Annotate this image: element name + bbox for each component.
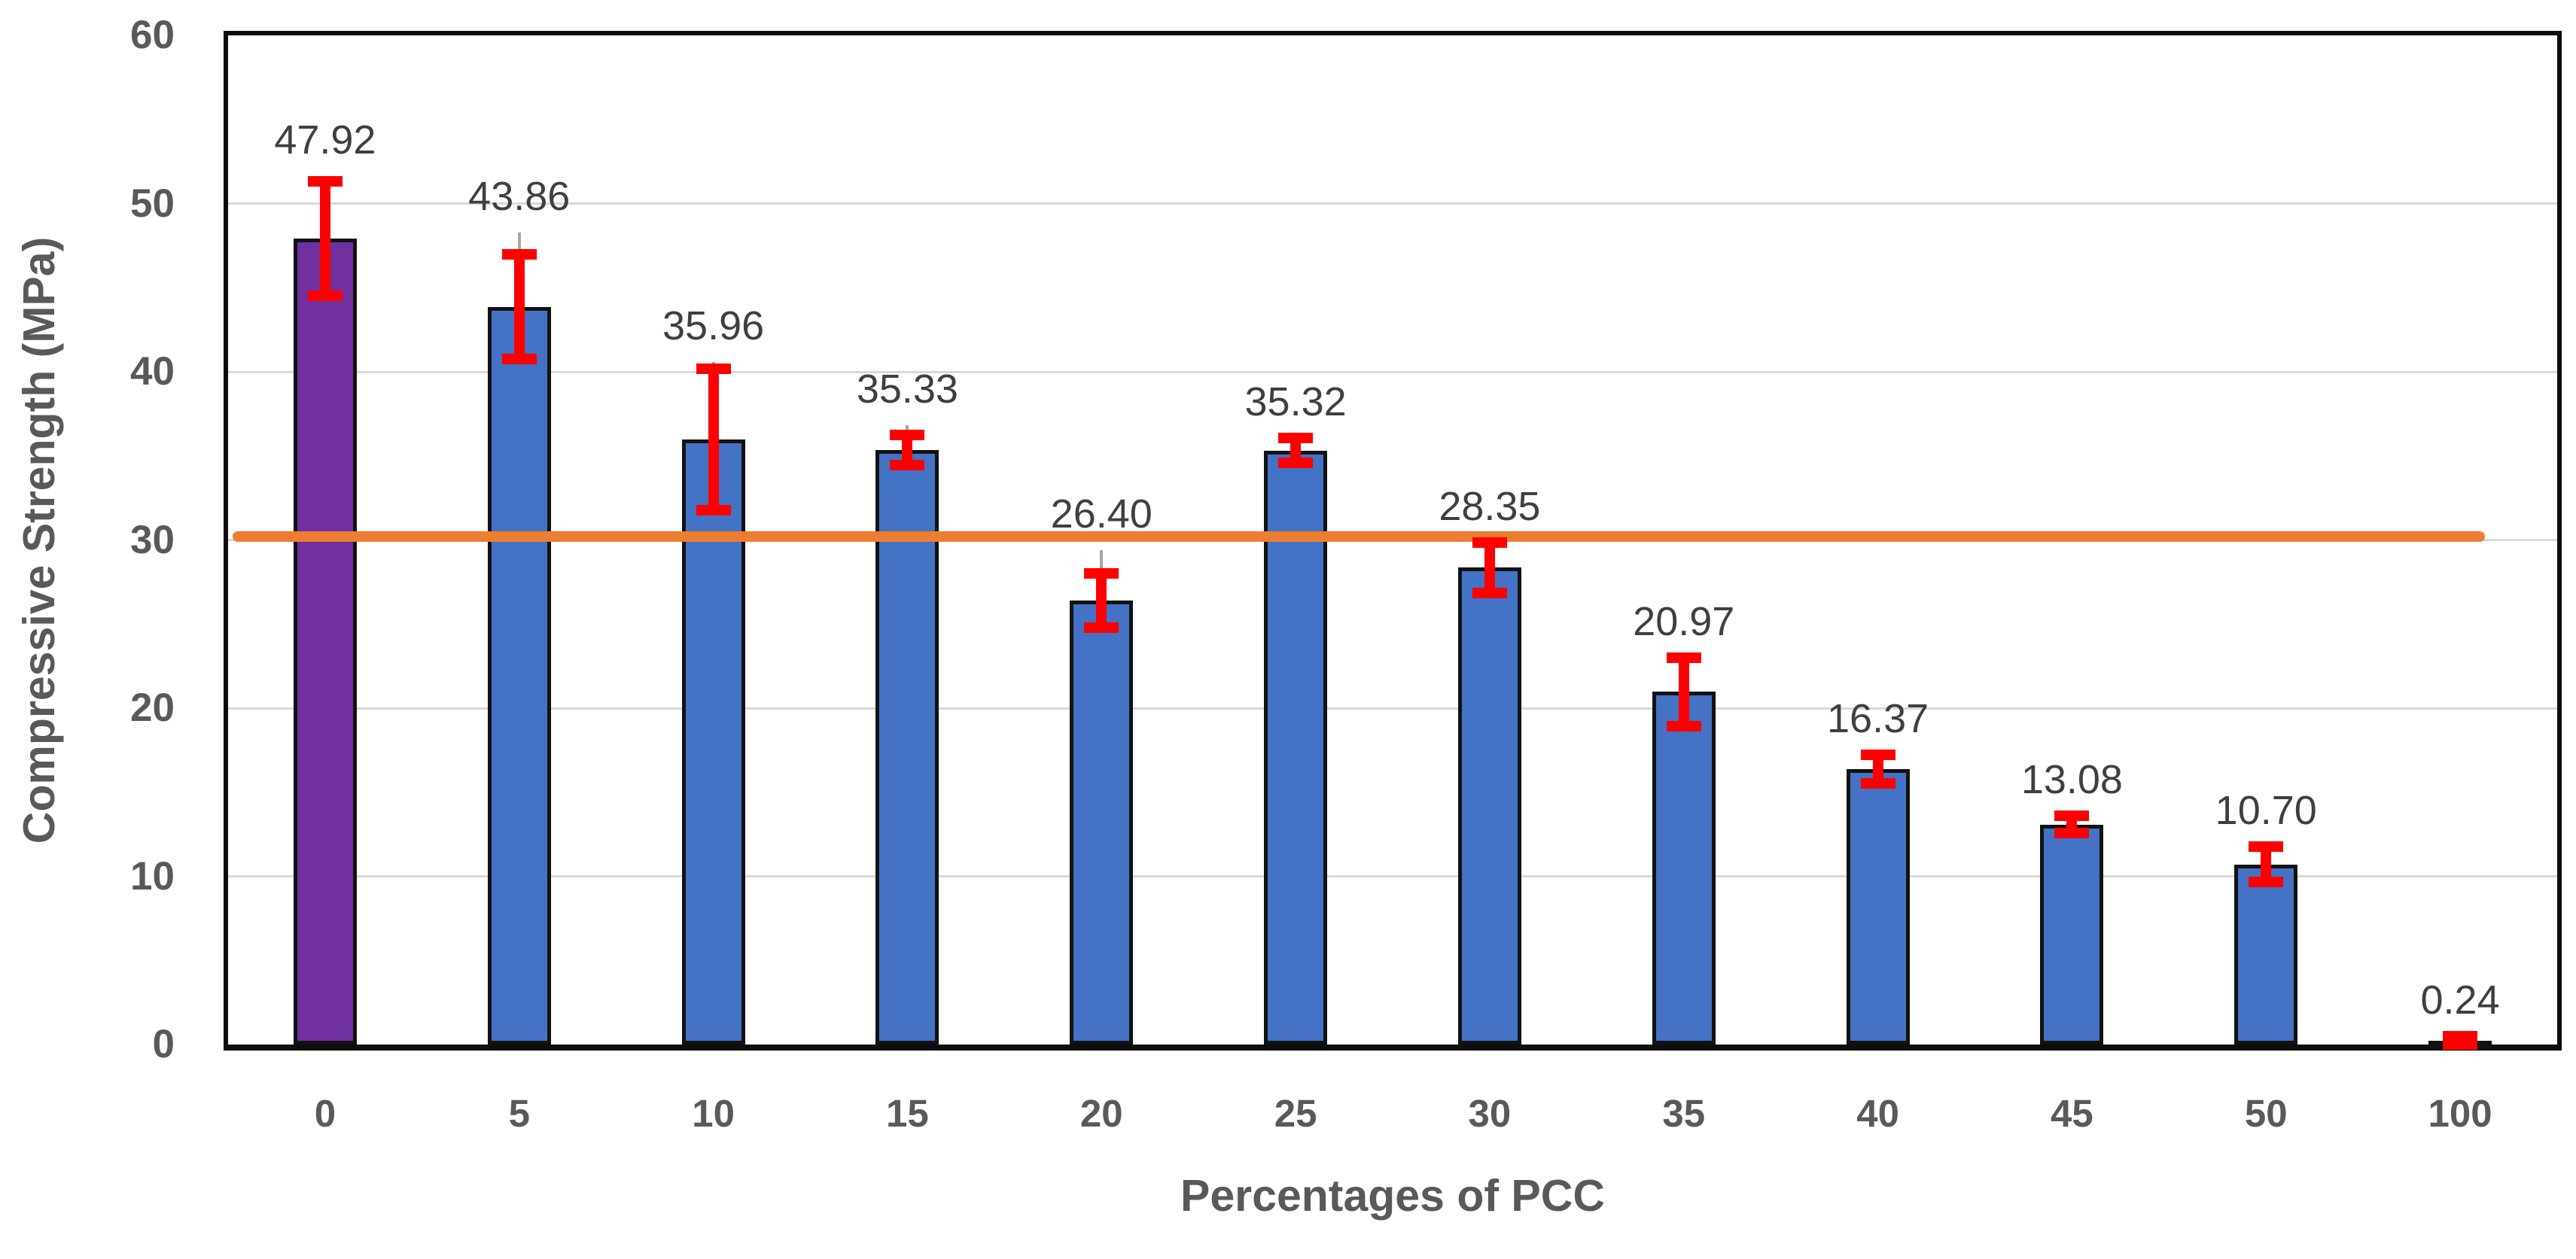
error-bar-top-cap-0 <box>307 175 343 187</box>
y-tick-label-50: 50 <box>130 181 175 226</box>
y-tick-label-20: 20 <box>130 686 175 730</box>
gridline-20 <box>228 707 2557 710</box>
error-bar-line-25 <box>1290 437 1302 464</box>
value-label-45: 13.08 <box>2020 757 2123 803</box>
error-bar-line-30 <box>1484 542 1495 593</box>
value-label-10: 35.96 <box>662 303 765 349</box>
x-tick-label-35: 35 <box>1662 1092 1706 1135</box>
error-bar-bottom-cap-100 <box>2443 1039 2478 1051</box>
error-bar-top-cap-20 <box>1084 568 1119 579</box>
y-tick-label-10: 10 <box>130 853 175 899</box>
bar-45 <box>2040 824 2104 1045</box>
x-tick-label-10: 10 <box>692 1092 735 1135</box>
error-bar-top-cap-45 <box>2054 810 2090 822</box>
value-label-20: 26.40 <box>1050 491 1153 537</box>
y-tick-label-60: 60 <box>130 13 175 57</box>
value-label-100: 0.24 <box>2420 978 2500 1023</box>
bar-50 <box>2234 864 2298 1045</box>
error-bar-line-10 <box>708 369 719 511</box>
error-bar-line-40 <box>1872 755 1883 784</box>
error-bar-top-cap-10 <box>696 363 731 375</box>
y-tick-label-0: 0 <box>152 1022 175 1066</box>
error-bar-line-5 <box>513 254 525 359</box>
error-bar-top-cap-15 <box>890 430 925 441</box>
error-bar-top-cap-40 <box>1860 750 1895 761</box>
bar-0 <box>293 238 357 1045</box>
value-label-25: 35.32 <box>1244 379 1347 424</box>
x-tick-label-5: 5 <box>508 1092 530 1135</box>
error-bar-bottom-cap-50 <box>2249 877 2284 888</box>
x-axis-title: Percentages of PCC <box>1180 1171 1605 1221</box>
bar-20 <box>1070 600 1134 1045</box>
error-bar-line-15 <box>902 435 913 466</box>
error-bar-top-cap-100 <box>2443 1031 2478 1042</box>
bar-25 <box>1264 450 1328 1045</box>
error-bar-bottom-cap-35 <box>1666 721 1701 732</box>
error-bar-bottom-cap-45 <box>2054 827 2090 838</box>
x-tick-label-25: 25 <box>1274 1092 1317 1135</box>
bar-15 <box>875 450 939 1045</box>
value-label-30: 28.35 <box>1439 483 1541 529</box>
value-label-40: 16.37 <box>1827 696 1929 742</box>
x-tick-label-30: 30 <box>1468 1092 1512 1135</box>
error-bar-bottom-cap-10 <box>696 505 731 516</box>
error-bar-line-50 <box>2261 847 2272 883</box>
gridline-40 <box>228 370 2557 373</box>
x-tick-label-40: 40 <box>1856 1092 1899 1135</box>
bar-5 <box>487 306 551 1045</box>
error-bar-bottom-cap-15 <box>890 460 925 471</box>
error-bar-top-cap-30 <box>1472 537 1507 548</box>
x-tick-label-15: 15 <box>886 1092 929 1135</box>
bar-10 <box>681 439 745 1045</box>
error-bar-top-cap-35 <box>1666 652 1701 663</box>
value-label-0: 47.92 <box>274 117 376 163</box>
bar-30 <box>1457 567 1521 1045</box>
x-tick-label-50: 50 <box>2244 1092 2288 1135</box>
x-tick-label-20: 20 <box>1079 1092 1123 1135</box>
x-tick-label-45: 45 <box>2051 1092 2093 1135</box>
reference-line <box>233 531 2485 543</box>
x-tick-label-100: 100 <box>2428 1092 2492 1135</box>
error-bar-bottom-cap-20 <box>1084 622 1119 633</box>
value-label-50: 10.70 <box>2215 788 2317 834</box>
value-label-35: 20.97 <box>1633 598 1735 644</box>
x-tick-label-0: 0 <box>314 1092 336 1135</box>
error-bar-bottom-cap-25 <box>1278 458 1314 469</box>
value-label-5: 43.86 <box>468 174 571 220</box>
error-bar-top-cap-25 <box>1278 432 1314 443</box>
bar-35 <box>1652 692 1716 1045</box>
y-tick-label-30: 30 <box>130 517 175 562</box>
error-bar-bottom-cap-5 <box>501 354 537 364</box>
error-bar-line-35 <box>1678 657 1689 727</box>
gridline-10 <box>228 875 2557 877</box>
gridline-50 <box>228 202 2557 205</box>
bar-40 <box>1846 769 1910 1045</box>
y-axis-title: Compressive Strength (MPa) <box>14 236 64 844</box>
value-label-15: 35.33 <box>856 366 958 412</box>
error-bar-bottom-cap-0 <box>307 290 343 301</box>
error-bar-top-cap-5 <box>501 249 537 260</box>
error-bar-line-20 <box>1096 573 1107 628</box>
error-bar-bottom-cap-30 <box>1472 587 1507 598</box>
error-bar-bottom-cap-40 <box>1860 778 1895 789</box>
y-tick-label-40: 40 <box>130 349 175 394</box>
error-bar-line-0 <box>319 181 330 296</box>
error-bar-top-cap-50 <box>2249 841 2284 853</box>
